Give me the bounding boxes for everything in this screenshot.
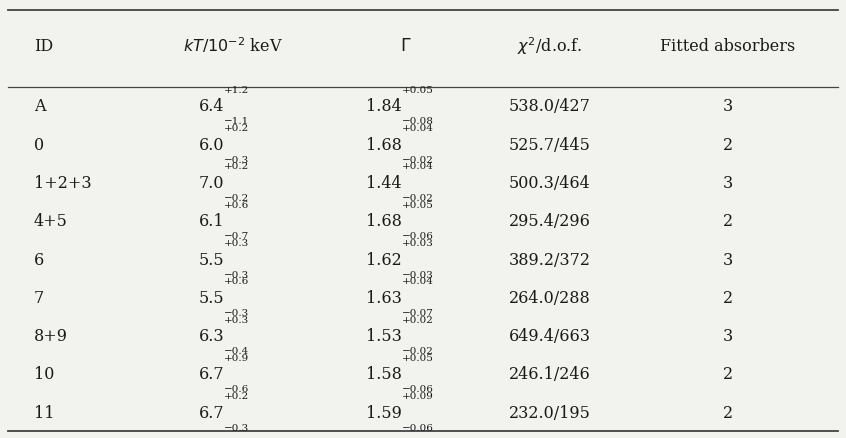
Text: −0.02: −0.02 (402, 194, 434, 202)
Text: +0.03: +0.03 (402, 238, 434, 247)
Text: −0.3: −0.3 (224, 423, 250, 432)
Text: 0: 0 (34, 136, 44, 153)
Text: +0.04: +0.04 (402, 276, 434, 286)
Text: −0.02: −0.02 (402, 346, 434, 355)
Text: 1.44: 1.44 (366, 175, 402, 191)
Text: 649.4/663: 649.4/663 (509, 328, 591, 344)
Text: 10: 10 (34, 366, 54, 383)
Text: −0.7: −0.7 (224, 232, 250, 241)
Text: 6.7: 6.7 (199, 366, 224, 383)
Text: 7.0: 7.0 (199, 175, 224, 191)
Text: 1.63: 1.63 (366, 289, 402, 306)
Text: −0.3: −0.3 (224, 308, 250, 317)
Text: −0.03: −0.03 (402, 270, 434, 279)
Text: 538.0/427: 538.0/427 (509, 98, 591, 115)
Text: −0.02: −0.02 (402, 155, 434, 164)
Text: 2: 2 (722, 136, 733, 153)
Text: 1.84: 1.84 (366, 98, 402, 115)
Text: 6: 6 (34, 251, 44, 268)
Text: 6.4: 6.4 (199, 98, 224, 115)
Text: +1.2: +1.2 (224, 85, 250, 95)
Text: 500.3/464: 500.3/464 (509, 175, 591, 191)
Text: 295.4/296: 295.4/296 (509, 213, 591, 230)
Text: $\chi^2$/d.o.f.: $\chi^2$/d.o.f. (517, 35, 583, 57)
Text: 8+9: 8+9 (34, 328, 68, 344)
Text: $kT$$/10^{-2}$ keV: $kT$$/10^{-2}$ keV (183, 36, 283, 56)
Text: 6.0: 6.0 (199, 136, 224, 153)
Text: +0.09: +0.09 (402, 391, 434, 400)
Text: −0.2: −0.2 (224, 194, 250, 202)
Text: 5.5: 5.5 (199, 289, 224, 306)
Text: 3: 3 (722, 251, 733, 268)
Text: 389.2/372: 389.2/372 (509, 251, 591, 268)
Text: 3: 3 (722, 175, 733, 191)
Text: 4+5: 4+5 (34, 213, 68, 230)
Text: 5.5: 5.5 (199, 251, 224, 268)
Text: ID: ID (34, 38, 53, 54)
Text: A: A (34, 98, 46, 115)
Text: $\Gamma$: $\Gamma$ (400, 38, 412, 54)
Text: 6.1: 6.1 (199, 213, 224, 230)
Text: +0.2: +0.2 (224, 124, 250, 133)
Text: 2: 2 (722, 404, 733, 421)
Text: 2: 2 (722, 366, 733, 383)
Text: 1.59: 1.59 (366, 404, 402, 421)
Text: −0.06: −0.06 (402, 385, 434, 393)
Text: 525.7/445: 525.7/445 (509, 136, 591, 153)
Text: +0.04: +0.04 (402, 162, 434, 171)
Text: −1.1: −1.1 (224, 117, 250, 126)
Text: −0.3: −0.3 (224, 270, 250, 279)
Text: 6.3: 6.3 (199, 328, 224, 344)
Text: −0.07: −0.07 (402, 308, 434, 317)
Text: −0.06: −0.06 (402, 423, 434, 432)
Text: +0.05: +0.05 (402, 85, 434, 95)
Text: 2: 2 (722, 289, 733, 306)
Text: 232.0/195: 232.0/195 (509, 404, 591, 421)
Text: −0.08: −0.08 (402, 117, 434, 126)
Text: +0.02: +0.02 (402, 315, 434, 324)
Text: 3: 3 (722, 98, 733, 115)
Text: 2: 2 (722, 213, 733, 230)
Text: +0.05: +0.05 (402, 353, 434, 362)
Text: +0.3: +0.3 (224, 315, 250, 324)
Text: −0.06: −0.06 (402, 232, 434, 241)
Text: +0.3: +0.3 (224, 238, 250, 247)
Text: 6.7: 6.7 (199, 404, 224, 421)
Text: 1.68: 1.68 (366, 136, 402, 153)
Text: +0.05: +0.05 (402, 200, 434, 209)
Text: 3: 3 (722, 328, 733, 344)
Text: 11: 11 (34, 404, 54, 421)
Text: 246.1/246: 246.1/246 (509, 366, 591, 383)
Text: 1.62: 1.62 (366, 251, 402, 268)
Text: +0.04: +0.04 (402, 124, 434, 133)
Text: −0.3: −0.3 (224, 155, 250, 164)
Text: 1.58: 1.58 (366, 366, 402, 383)
Text: 1.53: 1.53 (366, 328, 402, 344)
Text: +0.6: +0.6 (224, 200, 250, 209)
Text: +0.2: +0.2 (224, 162, 250, 171)
Text: 1+2+3: 1+2+3 (34, 175, 91, 191)
Text: Fitted absorbers: Fitted absorbers (660, 38, 795, 54)
Text: 264.0/288: 264.0/288 (509, 289, 591, 306)
Text: +0.6: +0.6 (224, 276, 250, 286)
Text: +0.2: +0.2 (224, 391, 250, 400)
Text: −0.4: −0.4 (224, 346, 250, 355)
Text: +0.9: +0.9 (224, 353, 250, 362)
Text: 7: 7 (34, 289, 44, 306)
Text: −0.6: −0.6 (224, 385, 250, 393)
Text: 1.68: 1.68 (366, 213, 402, 230)
